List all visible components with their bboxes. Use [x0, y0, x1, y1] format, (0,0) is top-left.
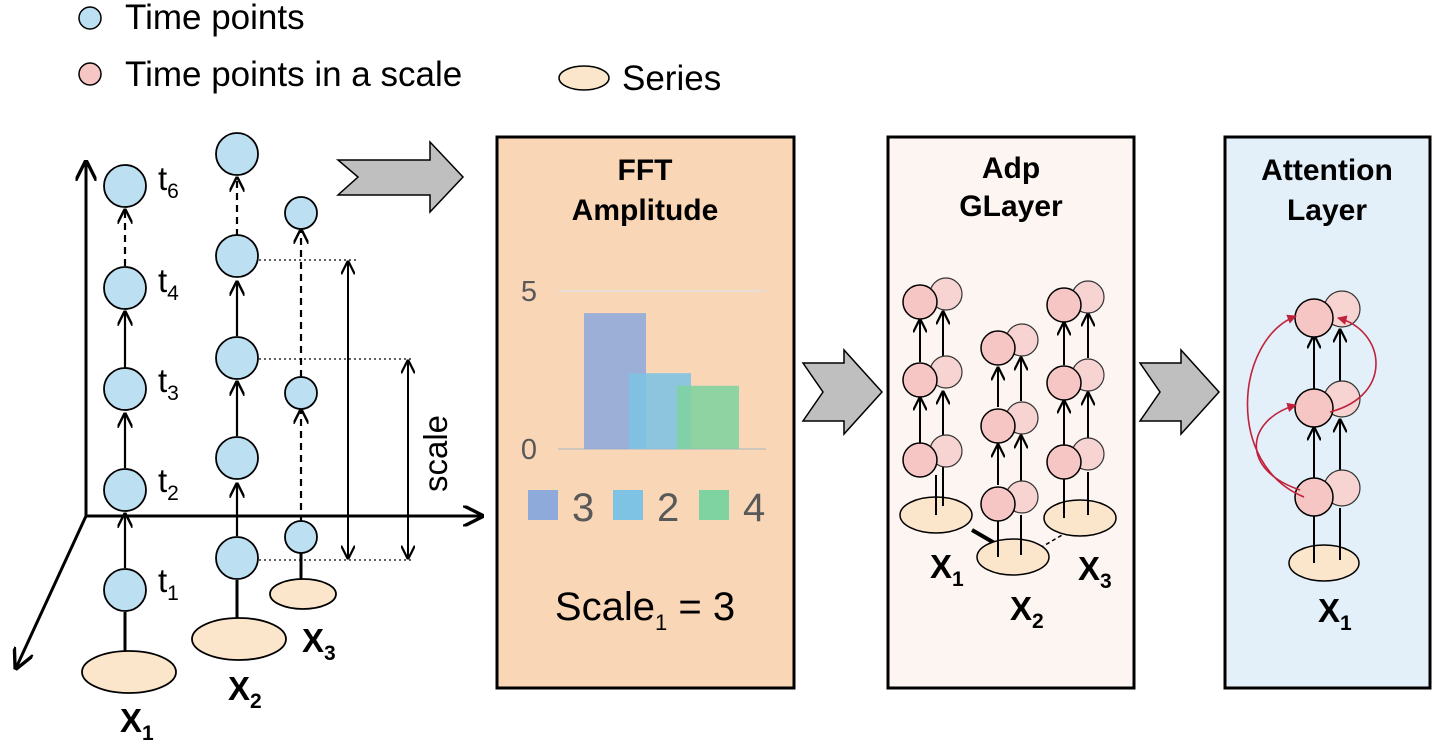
t1-label: t1	[158, 562, 179, 605]
chart-bar	[677, 385, 739, 449]
attention-x1-label: X1	[1318, 592, 1352, 635]
attention-title-line1: Attention	[1261, 154, 1393, 187]
fft-bar-chart: 0 5 3 2 4	[521, 276, 766, 530]
time-point	[284, 196, 318, 230]
t6-label: t6	[158, 160, 179, 203]
attention-layer-panel: Attention Layer X1	[1223, 135, 1432, 690]
legend-scale-points-label: Time points in a scale	[125, 55, 462, 94]
time-point	[215, 536, 259, 580]
fft-title-line1: FFT	[618, 154, 673, 187]
time-point	[215, 132, 259, 176]
t2-label: t2	[158, 462, 179, 505]
series-x1-column: t6 t4 t3 t2 t1 X1	[81, 160, 179, 745]
t3-label: t3	[158, 362, 179, 405]
chart-legend-label: 4	[743, 486, 765, 530]
series-x3-column: X3	[269, 196, 337, 665]
time-point-t6	[103, 164, 147, 208]
flow-arrow-icon	[801, 348, 884, 436]
chart-legend-label: 3	[572, 486, 594, 530]
scale-label: scale	[417, 415, 454, 492]
chart-y-tick-label: 5	[521, 276, 537, 308]
fft-title-line2: Amplitude	[572, 194, 719, 227]
legend-time-points-label: Time points	[125, 0, 305, 37]
flow-arrow-icon	[335, 140, 465, 214]
time-point-t4	[103, 266, 147, 310]
series-x1-label: X1	[120, 702, 154, 745]
fft-scale-text: Scale1 = 3	[555, 585, 735, 635]
time-point-t2	[103, 468, 147, 512]
time-series-axes	[16, 162, 482, 668]
series-x2-label: X2	[228, 670, 262, 713]
adp-x2-label: X2	[1010, 590, 1044, 633]
adp-title-line2: GLayer	[959, 190, 1063, 223]
legend-series-icon	[558, 65, 610, 91]
time-point	[284, 376, 318, 410]
time-point	[215, 234, 259, 278]
attention-title-line2: Layer	[1287, 194, 1367, 227]
chart-legend-swatch	[613, 490, 643, 520]
legend-time-point-icon	[78, 6, 102, 30]
time-point	[284, 520, 318, 554]
legend-scale-point-icon	[78, 62, 102, 86]
z-axis	[16, 515, 88, 668]
chart-legend-label: 2	[657, 486, 679, 530]
time-point	[215, 336, 259, 380]
time-point-t3	[103, 367, 147, 411]
fft-panel: FFT Amplitude 0 5 3 2 4 Scale1 = 3	[495, 135, 796, 690]
adp-series-x3-stack	[1043, 280, 1117, 537]
time-point-t1	[103, 568, 147, 612]
attention-arc	[1246, 314, 1305, 498]
series-x2-ellipse	[191, 617, 287, 661]
legend: Time points Time points in a scale Serie…	[78, 0, 721, 98]
attention-arc	[1329, 315, 1377, 413]
adp-title-line1: Adp	[982, 152, 1040, 185]
t4-label: t4	[158, 262, 179, 305]
chart-legend-swatch	[699, 490, 729, 520]
series-x1-ellipse	[81, 650, 177, 694]
adp-x1-label: X1	[930, 548, 964, 591]
series-x3-label: X3	[302, 622, 336, 665]
chart-y-tick-label: 0	[521, 434, 537, 466]
series-x2-column: X2	[191, 132, 287, 713]
legend-series-label: Series	[622, 59, 721, 98]
flow-arrow-icon	[1138, 348, 1221, 436]
adp-x3-label: X3	[1078, 550, 1112, 593]
scale-brackets: scale	[259, 259, 454, 561]
adp-glayer-panel: Adp GLayer	[886, 135, 1136, 690]
series-x3-ellipse	[269, 578, 337, 610]
time-point	[215, 436, 259, 480]
adp-series-x1-stack	[899, 277, 973, 534]
attention-arc	[1255, 402, 1301, 491]
adp-series-x2-stack	[976, 323, 1050, 576]
chart-legend-swatch	[528, 490, 558, 520]
